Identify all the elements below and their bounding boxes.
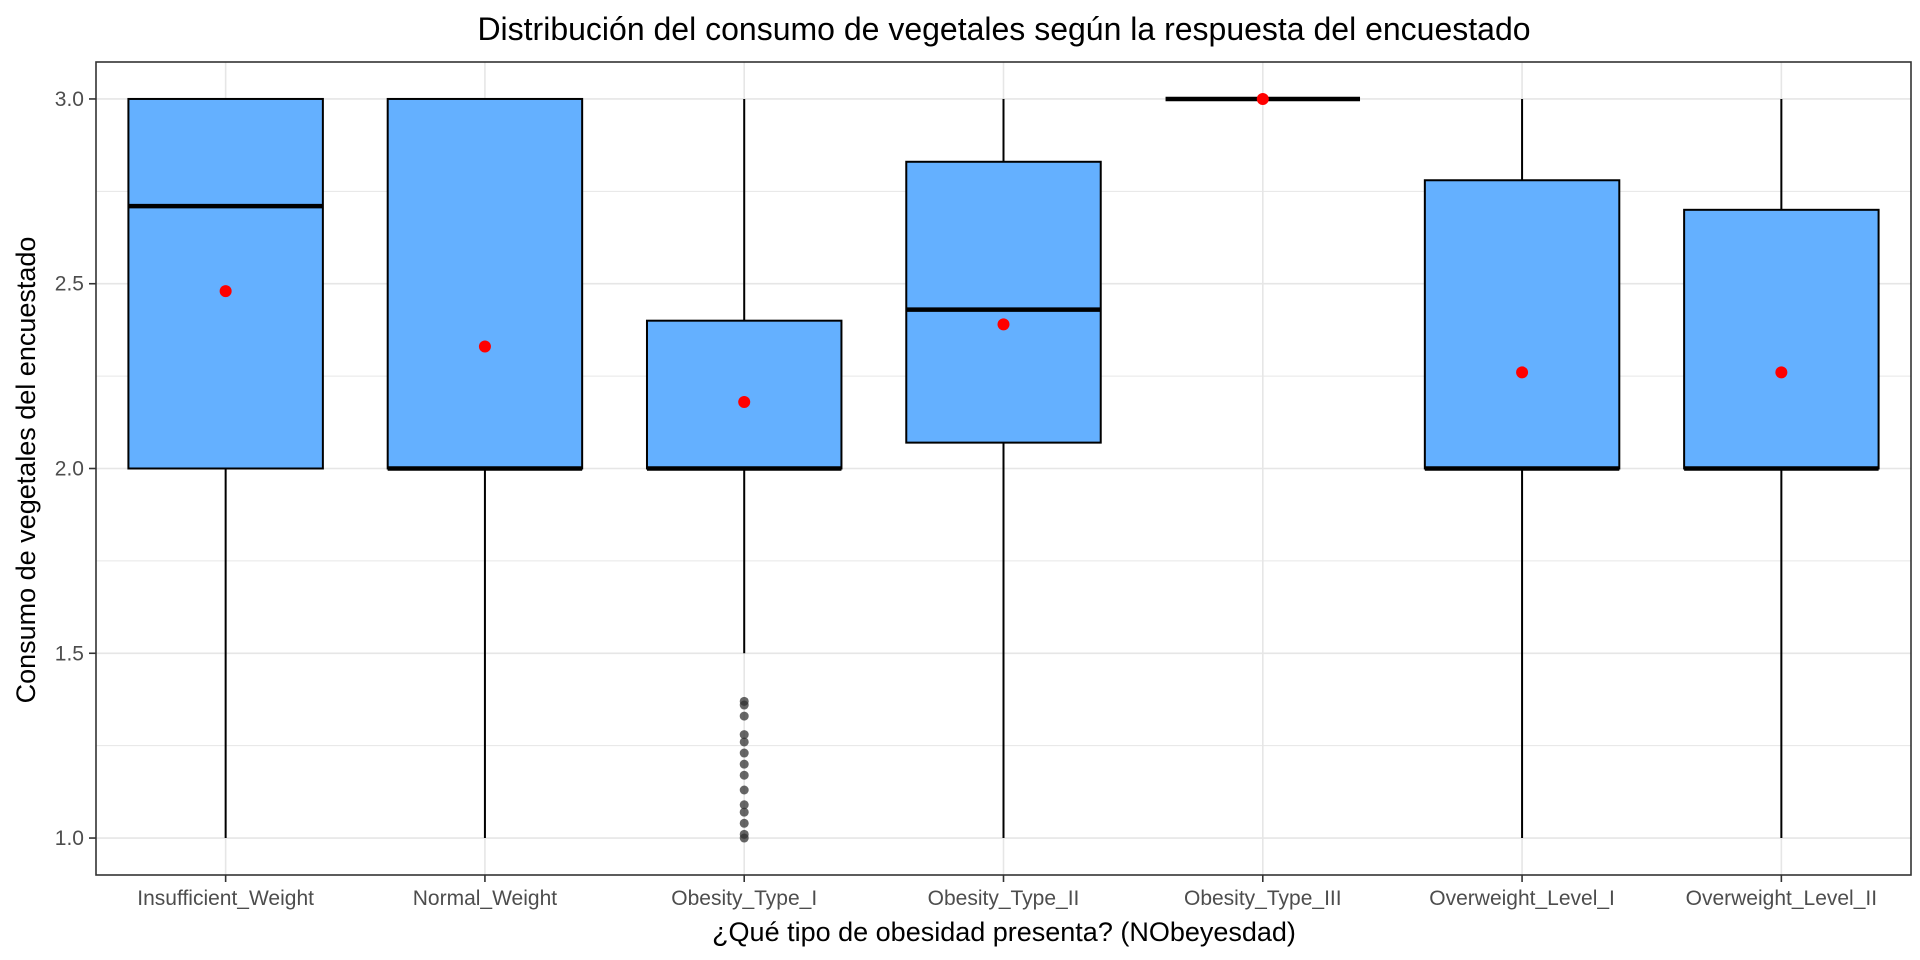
y-tick-label: 2.5 bbox=[55, 273, 84, 296]
outlier-point bbox=[739, 800, 749, 810]
box bbox=[386, 97, 584, 470]
plot-panel: 1.0 1.5 2.0 2.5 3.0 Insufficient_Weight Normal… bbox=[55, 61, 1912, 910]
x-tick-label: Obesity_Type_I bbox=[671, 887, 817, 910]
x-tick-label: Overweight_Level_II bbox=[1686, 887, 1877, 910]
y-tick-label: 2.0 bbox=[55, 458, 84, 481]
box bbox=[1683, 208, 1880, 470]
mean-point bbox=[1256, 92, 1269, 105]
x-tick-label: Insufficient_Weight bbox=[137, 887, 314, 910]
mean-point bbox=[997, 318, 1010, 331]
y-tick-label: 1.5 bbox=[55, 642, 84, 665]
x-tick-label: Obesity_Type_III bbox=[1184, 887, 1342, 910]
mean-point bbox=[1516, 366, 1529, 379]
outlier-point bbox=[739, 829, 749, 839]
mean-point bbox=[219, 285, 232, 298]
outlier-point bbox=[739, 807, 749, 817]
outlier-point bbox=[739, 696, 749, 706]
x-axis-title: ¿Qué tipo de obesidad presenta? (NObeyes… bbox=[712, 917, 1296, 947]
x-tick-label: Normal_Weight bbox=[413, 887, 557, 910]
mean-point bbox=[1775, 366, 1788, 379]
outlier-point bbox=[739, 737, 749, 747]
box bbox=[1423, 179, 1621, 470]
y-tick-label: 1.0 bbox=[55, 827, 84, 850]
y-axis-title: Consumo de vegetales del encuestado bbox=[11, 237, 41, 704]
outlier-point bbox=[739, 818, 749, 828]
mean-point bbox=[738, 395, 751, 408]
outlier-point bbox=[739, 748, 749, 758]
x-tick-label: Obesity_Type_II bbox=[928, 887, 1080, 910]
y-tick-label: 3.0 bbox=[55, 88, 84, 111]
box bbox=[645, 319, 843, 470]
outlier-point bbox=[739, 770, 749, 780]
chart-title: Distribución del consumo de vegetales se… bbox=[477, 11, 1530, 47]
mean-point bbox=[478, 340, 491, 353]
box bbox=[127, 97, 324, 470]
x-tick-label: Overweight_Level_I bbox=[1429, 887, 1615, 910]
outlier-point bbox=[739, 730, 749, 740]
box bbox=[905, 160, 1102, 444]
outlier-point bbox=[739, 759, 749, 769]
outlier-point bbox=[739, 785, 749, 795]
outlier-point bbox=[739, 711, 749, 721]
